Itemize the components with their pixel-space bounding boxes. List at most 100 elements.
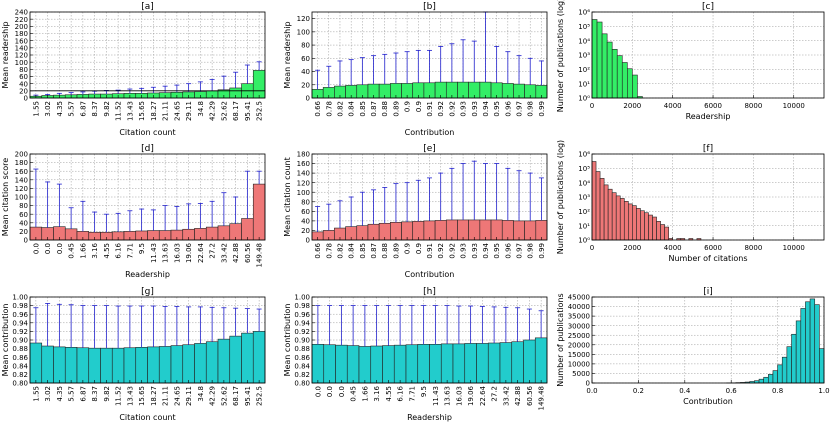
histogram-bar: [648, 214, 653, 241]
x-tick-label: 0.93: [460, 243, 468, 259]
x-tick-label: 33.42: [220, 243, 228, 263]
y-tick-label: 10²: [578, 208, 590, 216]
y-tick-label: 120: [15, 52, 28, 60]
y-tick-label: 0.92: [294, 328, 310, 336]
bar: [252, 331, 266, 384]
y-tick-label: 0.88: [12, 345, 28, 353]
bar: [464, 343, 477, 384]
y-tick-label: 0.84: [294, 362, 310, 370]
histogram-bar: [819, 348, 825, 384]
x-tick-label: 0.8: [772, 387, 783, 395]
y-tick-label: 80: [301, 42, 310, 50]
y-axis-label: Mean citation score: [1, 158, 10, 236]
plot-frame: [311, 153, 548, 241]
x-tick-label: 4000: [664, 102, 682, 110]
x-tick-label: 0.84: [348, 242, 356, 258]
x-tick-label: 8000: [744, 244, 762, 252]
panel-title: [i]: [703, 287, 713, 297]
histogram-bar: [628, 203, 633, 241]
x-tick-label: 0.89: [392, 243, 400, 259]
y-tick-label: 140: [297, 170, 310, 178]
y-tick-label: 10⁶: [578, 9, 590, 17]
y-tick-label: 120: [297, 15, 310, 23]
x-tick-label: 0.93: [471, 243, 479, 259]
x-tick-label: 9.82: [103, 386, 111, 402]
x-tick-label: 19.06: [185, 242, 193, 263]
x-tick-label: 29.11: [185, 386, 193, 406]
histogram-bar: [652, 216, 657, 241]
bar: [182, 344, 195, 384]
y-tick-label: 0.82: [12, 371, 28, 379]
y-tick-label: 25000: [568, 332, 590, 340]
y-tick-label: 80: [301, 198, 310, 206]
bar: [123, 347, 137, 384]
y-axis-label: Number of publications: [556, 293, 565, 386]
y-tick-label: 60: [19, 73, 28, 81]
histogram-bar: [623, 201, 629, 241]
x-tick-label: 0.92: [448, 101, 456, 117]
y-tick-label: 0.88: [294, 345, 310, 353]
x-tick-label: 0.91: [426, 243, 434, 259]
x-tick-label: 11.43: [432, 386, 440, 406]
y-tick-label: 160: [15, 37, 28, 45]
x-tick-label: 0.92: [448, 243, 456, 259]
x-tick-label: 42.88: [514, 386, 522, 406]
histogram-bar: [632, 74, 638, 99]
y-tick-label: 0.90: [294, 337, 310, 345]
x-tick-label: 6.16: [397, 385, 405, 401]
plot-frame: [591, 153, 825, 241]
x-tick-label: 3.16: [91, 242, 99, 258]
x-tick-label: 0.78: [325, 101, 333, 117]
histogram-bar: [644, 212, 649, 241]
y-tick-label: 20: [19, 228, 28, 236]
x-tick-label: 3.02: [44, 101, 52, 117]
y-tick-label: 80: [19, 202, 28, 210]
y-tick-label: 0.92: [12, 328, 28, 336]
y-tick-label: 1.00: [294, 294, 310, 302]
histogram-bar: [632, 205, 637, 241]
y-tick-label: 60: [301, 208, 310, 216]
x-tick-label: 24.65: [173, 101, 181, 121]
x-tick-label: 15.65: [138, 386, 146, 406]
x-tick-label: 0.91: [426, 101, 434, 117]
x-tick-label: 5.57: [68, 101, 76, 117]
x-tick-label: 0.99: [538, 101, 546, 117]
y-tick-label: 0: [586, 380, 590, 388]
x-axis-label: Citation count: [119, 128, 175, 137]
histogram-bar: [627, 68, 633, 99]
x-tick-label: 9.5: [420, 386, 428, 397]
y-tick-label: 10¹: [578, 80, 590, 88]
bar: [445, 219, 458, 241]
histogram-bar: [606, 41, 613, 99]
x-tick-label: 0.0: [44, 243, 52, 254]
panel-title: [h]: [423, 287, 436, 297]
x-tick-label: 0.92: [437, 243, 445, 259]
bar: [88, 347, 101, 384]
x-tick-label: 11.52: [115, 386, 123, 406]
y-tick-label: 0.80: [294, 380, 310, 388]
x-tick-label: 0.66: [314, 242, 322, 258]
x-tick-label: 0.88: [381, 243, 389, 259]
y-tick-label: 200: [15, 23, 28, 31]
histogram-bar: [805, 301, 811, 384]
y-tick-label: 0.96: [294, 311, 310, 319]
x-tick-label: 0.87: [370, 243, 378, 259]
y-tick-label: 0.86: [12, 354, 28, 362]
x-tick-label: 0.85: [359, 243, 367, 259]
x-tick-label: 95.41: [244, 386, 252, 406]
bar: [429, 343, 442, 384]
x-tick-label: 0.66: [314, 100, 322, 116]
y-tick-label: 120: [297, 179, 310, 187]
bar: [335, 344, 348, 384]
histogram-bar: [781, 356, 788, 384]
bar: [205, 341, 219, 384]
histogram-bar: [601, 33, 608, 99]
x-tick-label: 1.66: [79, 242, 87, 258]
x-tick-label: 0.94: [482, 242, 490, 258]
histogram-bar: [786, 346, 792, 384]
histogram-bar: [615, 195, 621, 241]
y-tick-label: 0.96: [12, 311, 28, 319]
histogram-bar: [596, 21, 603, 99]
x-axis-label: Contribution: [405, 270, 455, 279]
